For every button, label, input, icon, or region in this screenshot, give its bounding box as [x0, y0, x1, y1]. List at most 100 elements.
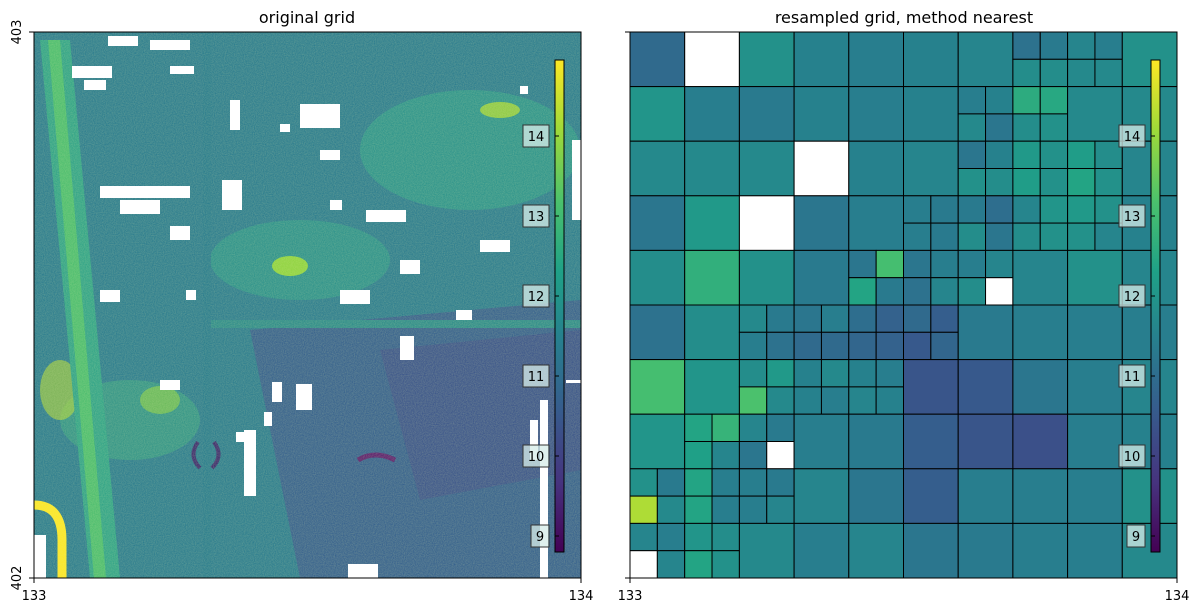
grid-tile-50: [1121, 140, 1178, 197]
grid-tile-156: [766, 468, 795, 497]
grid-tile-146: [1012, 413, 1069, 470]
grid-tile-63: [985, 222, 1014, 251]
grid-tile-84: [930, 277, 959, 306]
grid-tile-141: [766, 441, 795, 470]
grid-tile-64: [1012, 195, 1041, 224]
grid-tile-162: [848, 468, 904, 524]
grid-tile-13: [1067, 58, 1096, 88]
grid-tile-46: [1067, 140, 1096, 169]
grid-tile-35: [793, 140, 850, 197]
grid-tile-159: [629, 495, 658, 524]
right-x-tick-label-end: 134: [1165, 589, 1190, 604]
grid-tile-138: [738, 413, 768, 443]
grid-tile-36: [848, 140, 904, 197]
grid-tile-115: [684, 359, 740, 415]
grid-tile-119: [766, 386, 795, 415]
grid-tile-120: [793, 359, 822, 388]
grid-tile-166: [1067, 468, 1123, 524]
grid-tile-99: [820, 304, 850, 333]
grid-tile-97: [766, 331, 795, 361]
grid-tile-102: [848, 304, 877, 333]
grid-tile-5: [903, 31, 959, 88]
grid-tile-107: [930, 304, 959, 333]
grid-tile-150: [656, 468, 686, 497]
right-colorbar-tick-label-1: 10: [1124, 450, 1141, 465]
grid-tile-14: [1094, 58, 1123, 88]
left-colorbar-label-box-0: [530, 524, 550, 548]
left-x-tick-label-end: 134: [569, 589, 594, 604]
grid-tile-98: [793, 304, 822, 333]
grid-tile-111: [1012, 304, 1069, 361]
grid-tile-177: [793, 522, 850, 579]
left-y-tick-label-top: 403: [10, 20, 25, 45]
grid-tile-66: [1012, 222, 1041, 251]
left-colorbar-gradient: [554, 59, 565, 553]
right-colorbar-tick-label-2: 11: [1124, 370, 1141, 385]
grid-tile-122: [793, 386, 822, 415]
grid-tile-62: [957, 222, 987, 251]
grid-tile-129: [957, 359, 1014, 415]
grid-tile-155: [738, 468, 768, 497]
left-colorbar-tick-label-2: 11: [528, 370, 545, 385]
grid-tile-160: [656, 495, 686, 524]
grid-tile-73: [629, 249, 686, 306]
grid-tile-8: [1039, 31, 1069, 60]
grid-tile-134: [684, 413, 713, 443]
right-colorbar-gradient: [1150, 59, 1161, 553]
grid-tile-123: [820, 386, 850, 415]
grid-tile-164: [957, 468, 1014, 524]
left-colorbar-tick-label-3: 12: [528, 290, 545, 305]
grid-tile-154: [711, 495, 740, 524]
grid-tile-74: [684, 249, 740, 306]
left-colorbar-label-box-3: [522, 284, 550, 308]
grid-tile-140: [738, 441, 768, 470]
right-colorbar-tick-label-4: 13: [1124, 210, 1141, 225]
grid-tile-143: [848, 413, 904, 470]
grid-tile-93: [684, 304, 740, 361]
grid-tile-125: [875, 359, 905, 388]
grid-tile-59: [930, 222, 959, 251]
grid-tile-90: [1067, 249, 1123, 306]
grid-tile-88: [985, 277, 1014, 306]
left-colorbar-label-box-2: [522, 364, 550, 388]
grid-tile-109: [930, 331, 959, 361]
grid-tile-100: [793, 331, 822, 361]
grid-tile-37: [903, 140, 959, 197]
right-colorbar-label-box-0: [1126, 524, 1146, 548]
grid-tile-30: [1067, 86, 1123, 142]
grid-tile-7: [1012, 31, 1041, 60]
grid-tile-17: [684, 86, 740, 142]
grid-tile-105: [875, 331, 905, 361]
grid-tile-181: [1012, 522, 1069, 579]
grid-tile-172: [629, 550, 658, 579]
grid-tile-85: [957, 249, 987, 279]
grid-tile-121: [820, 359, 850, 388]
grid-tile-124: [848, 359, 877, 388]
left-axes-frame: [33, 31, 582, 579]
right-x-tick-label-start: 133: [618, 589, 643, 604]
grid-tile-167: [1121, 468, 1178, 524]
grid-tile-42: [1012, 140, 1041, 169]
grid-tile-26: [1012, 86, 1041, 115]
grid-tile-52: [684, 195, 740, 251]
grid-tile-157: [738, 495, 768, 524]
grid-tile-61: [985, 195, 1014, 224]
left-colorbar: 9 10 11 12 13 14: [522, 59, 565, 553]
grid-tile-55: [848, 195, 904, 251]
grid-tile-4: [848, 31, 904, 88]
grid-tile-175: [711, 550, 740, 579]
grid-tile-149: [629, 468, 658, 497]
grid-tile-38: [957, 140, 987, 169]
right-colorbar-labels: 9 10 11 12 13 14: [1118, 124, 1155, 548]
grid-tile-45: [1039, 168, 1069, 197]
grid-tile-47: [1094, 140, 1123, 169]
grid-tile-33: [684, 140, 740, 197]
grid-tile-51: [629, 195, 686, 251]
grid-tile-56: [903, 195, 932, 224]
grid-tile-163: [903, 468, 959, 524]
grid-tile-1: [684, 31, 740, 88]
grid-tile-171: [711, 522, 740, 552]
grid-tile-101: [820, 331, 850, 361]
right-colorbar-label-box-5: [1118, 124, 1146, 148]
